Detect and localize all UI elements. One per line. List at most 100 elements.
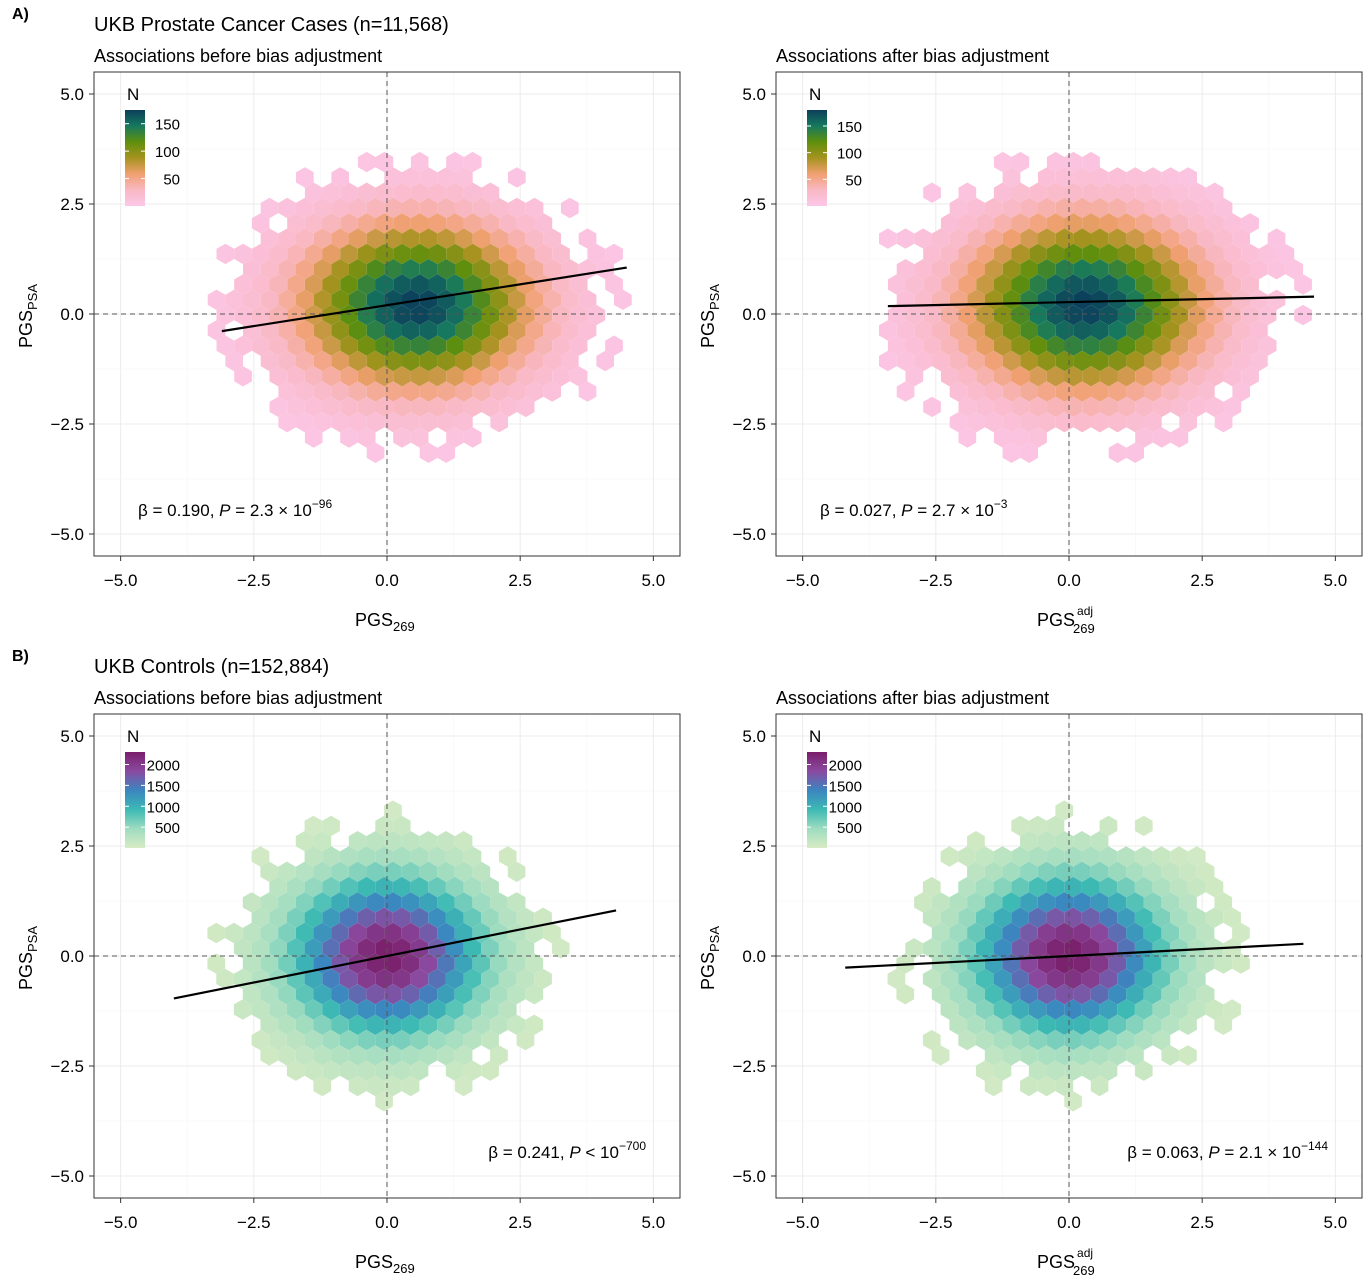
hexbin-cell [1099, 396, 1118, 418]
hexbin-cell [1179, 922, 1197, 944]
hexbin-cell [1081, 907, 1100, 928]
hexbin-cell [975, 1029, 994, 1051]
hexbin-cell [331, 922, 349, 944]
hexbin-cell [304, 876, 323, 898]
hexbin-cell [896, 228, 915, 249]
hexbin-cell [1090, 1014, 1109, 1035]
hexbin-cell [1170, 304, 1189, 326]
hexbin-cell [278, 1014, 296, 1035]
hexbin-cell [1082, 151, 1100, 173]
hexbin-cell [1161, 953, 1180, 974]
hexbin-cell [1152, 876, 1171, 898]
hexbin-cell [896, 259, 915, 280]
hexbin-cell [260, 197, 279, 219]
hexbin-cell [949, 197, 968, 219]
hexbin-cell [1020, 381, 1038, 402]
hexbin-cell [251, 213, 270, 234]
hexbin-cell [1046, 938, 1065, 959]
hexbin-cell [455, 259, 473, 280]
hexbin-cell [366, 922, 385, 944]
hexbin-cell [905, 274, 924, 295]
hexbin-cell [1152, 1029, 1171, 1051]
hexbin-cell [1046, 396, 1065, 418]
hexbin-cell [1144, 381, 1162, 402]
hexbin-cell [1020, 412, 1038, 433]
hexbin-cell [472, 984, 491, 1005]
hexbin-cell [304, 182, 323, 203]
hexbin-cell [993, 999, 1012, 1020]
hexbin-cell [234, 335, 252, 356]
hexbin-cell [1055, 984, 1074, 1005]
hexbin-cell [1152, 968, 1171, 990]
hexbin-cell [1214, 1014, 1233, 1035]
hexbin-cell [993, 366, 1012, 387]
hexbin-cell [410, 335, 429, 356]
hexbin-cell [923, 274, 941, 295]
hexbin-cell [1002, 320, 1021, 341]
hexbin-cell [922, 968, 941, 990]
regression-line [221, 266, 627, 333]
hexbin-cell [976, 366, 994, 387]
hexbin-cell [993, 396, 1012, 418]
hexbin-cell [490, 1045, 508, 1066]
hexbin-cell [260, 861, 279, 882]
hexbin-cell [1232, 320, 1250, 341]
hexbin-cell [339, 999, 358, 1020]
hexbin-cell [940, 999, 959, 1020]
hexbin-cell [481, 366, 500, 387]
hexbin-cell [1055, 922, 1074, 944]
hexbin-cell [1099, 846, 1118, 867]
hexbin-cell [975, 999, 994, 1020]
hexbin-cell [419, 892, 438, 913]
hexbin-cell [216, 304, 235, 326]
hexbin-cell [993, 151, 1012, 173]
hexbin-cell [233, 938, 252, 959]
hexbin-cell [508, 289, 526, 310]
hexbin-cell [242, 984, 261, 1005]
hexbin-cell [1126, 953, 1144, 974]
legend-colorbar [125, 110, 145, 206]
hexbin-cell [295, 922, 314, 944]
hexbin-cell [1134, 815, 1153, 837]
hexbin-cell [949, 259, 968, 280]
hexbin-cell [914, 228, 932, 249]
hexbin-cell [1179, 197, 1197, 219]
hexbin-cell [1011, 938, 1029, 959]
hexbin-cell [366, 320, 385, 341]
hexbin-cell [1197, 228, 1215, 249]
legend-tick-label: 2000 [147, 758, 180, 775]
hexbin-cell [1170, 182, 1189, 203]
hexbin-cell [993, 274, 1012, 295]
hexbin-cell [366, 831, 385, 852]
hexbin-cell [313, 1075, 332, 1097]
hexbin-cell [410, 1029, 429, 1051]
hexbin-cell [1241, 335, 1259, 356]
hexbin-cell [1214, 412, 1233, 433]
hexbin-cell [525, 289, 544, 310]
hexbin-cell [313, 350, 332, 372]
hexbin-cell [967, 197, 985, 219]
hexbin-cell [392, 1060, 411, 1081]
hexbin-cell [1223, 304, 1242, 326]
hexbin-cell [322, 815, 340, 837]
hexbin-cell [1188, 366, 1206, 387]
hexbin-cell [508, 197, 526, 219]
hexbin-cell [1090, 892, 1109, 913]
hexbin-cell [1073, 228, 1091, 249]
hexbin-cell [1046, 815, 1065, 837]
hexbin-cell [437, 442, 455, 463]
hexbin-cell [525, 228, 544, 249]
hexbin-cell [269, 304, 288, 326]
hexbin-cell [1188, 396, 1206, 418]
hexbin-cell [543, 320, 561, 341]
hexbin-cell [428, 1029, 446, 1051]
hexbin-cell [269, 335, 288, 356]
hexbin-cell [1046, 182, 1065, 203]
hexbin-cell [1011, 243, 1030, 265]
hexbin-cell [498, 938, 517, 959]
hexbin-cell [1161, 922, 1180, 944]
hexbin-cell [357, 243, 376, 265]
hexbin-cell [905, 366, 924, 387]
hexbin-cell [304, 427, 323, 448]
hexbin-cell [331, 228, 349, 249]
